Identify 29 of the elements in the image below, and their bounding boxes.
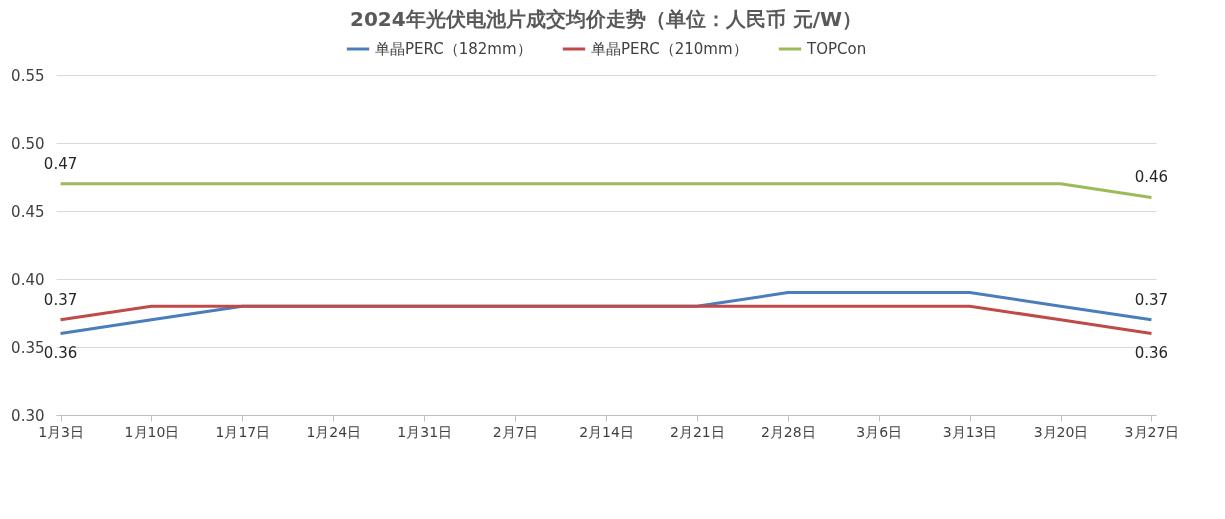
y-tick-label: 0.50 — [11, 134, 45, 153]
chart-title: 2024年光伏电池片成交均价走势（单位：人民币 元/W） — [350, 7, 862, 31]
x-tick-label: 1月17日 — [215, 423, 271, 440]
x-tick-label: 3月27日 — [1124, 423, 1180, 440]
x-tick-label: 2月14日 — [579, 423, 634, 440]
data-label: 0.47 — [43, 154, 78, 173]
data-label: 0.37 — [1134, 290, 1169, 309]
data-label: 0.37 — [43, 290, 78, 309]
x-tick-label: 2月28日 — [760, 423, 816, 440]
legend-label: TOPCon — [806, 40, 867, 58]
x-tick-label: 2月7日 — [492, 423, 539, 440]
x-tick-label: 1月31日 — [397, 423, 453, 440]
legend-label: 单晶PERC（182mm） — [375, 40, 532, 58]
x-tick-label: 1月24日 — [306, 423, 362, 440]
y-tick-label: 0.45 — [11, 202, 45, 221]
data-label: 0.36 — [1134, 344, 1169, 363]
x-tick-label: 3月13日 — [942, 423, 998, 440]
x-tick-label: 1月10日 — [124, 423, 180, 440]
data-label: 0.36 — [43, 344, 78, 363]
x-tick-label: 1月3日 — [38, 423, 84, 440]
y-tick-label: 0.35 — [11, 338, 45, 357]
data-label: 0.46 — [1134, 168, 1169, 187]
y-tick-label: 0.55 — [11, 66, 45, 85]
legend-label: 单晶PERC（210mm） — [591, 40, 748, 58]
y-tick-label: 0.40 — [11, 270, 45, 289]
x-tick-label: 3月6日 — [856, 423, 903, 440]
x-tick-label: 3月20日 — [1033, 423, 1089, 440]
y-tick-label: 0.30 — [11, 406, 45, 425]
x-tick-label: 2月21日 — [670, 423, 725, 440]
